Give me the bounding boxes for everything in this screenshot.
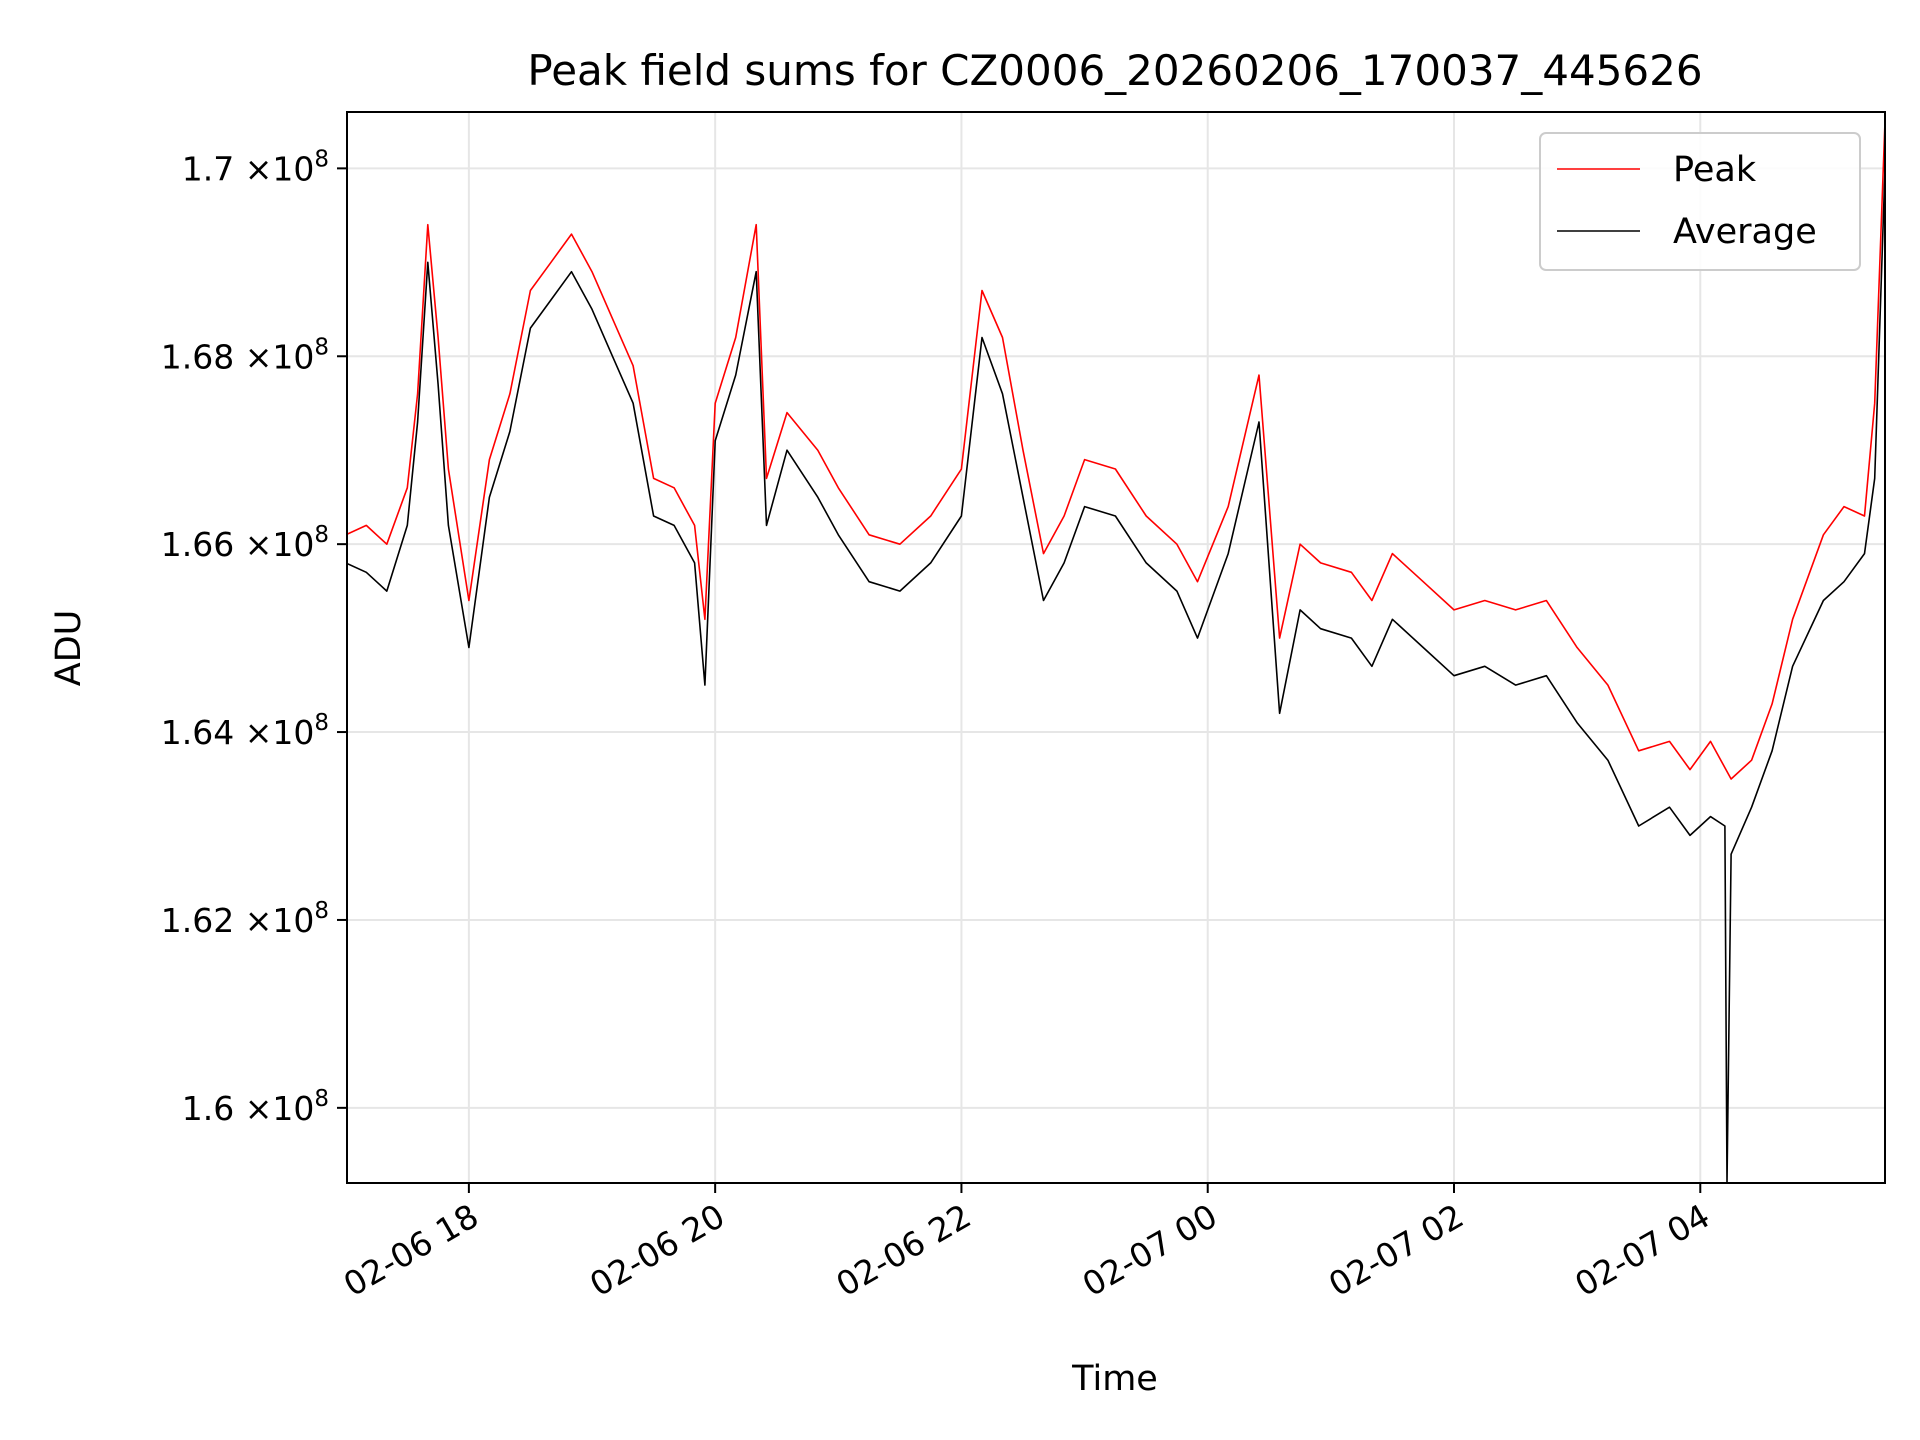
x-tick-label: 02-06 18 (337, 1196, 485, 1304)
legend-label-average: Average (1673, 212, 1817, 252)
series-layer (347, 121, 1885, 1183)
y-tick-label: 1.66 ×108 (161, 522, 329, 564)
y-tick-label: 1.62 ×108 (161, 898, 329, 940)
series-line-peak (347, 121, 1885, 780)
legend-label-peak: Peak (1673, 150, 1757, 190)
y-tick-exponent: 8 (314, 334, 329, 360)
y-tick-exponent: 8 (314, 1086, 329, 1112)
y-tick-label: 1.6 ×108 (182, 1086, 329, 1128)
y-tick-exponent: 8 (314, 146, 329, 172)
x-tick-label: 02-07 00 (1076, 1196, 1224, 1304)
y-tick-mantissa: 1.66 ×10 (161, 525, 315, 564)
y-tick-mantissa: 1.64 ×10 (161, 713, 315, 752)
y-axis-label: ADU (49, 610, 89, 687)
y-tick-mantissa: 1.62 ×10 (161, 901, 315, 940)
y-tick-label: 1.7 ×108 (182, 146, 329, 188)
x-tick-label: 02-07 02 (1322, 1196, 1470, 1304)
legend-frame (1539, 132, 1861, 271)
y-tick-exponent: 8 (314, 710, 329, 736)
x-axis: 02-06 18 02-06 20 02-06 22 02-07 00 02-07 02… (337, 1183, 1716, 1304)
x-tick-label: 02-06 20 (583, 1196, 731, 1304)
x-axis-label: Time (1071, 1359, 1158, 1399)
grid-layer (347, 112, 1885, 1183)
y-tick-mantissa: 1.7 ×10 (182, 149, 315, 188)
y-tick-mantissa: 1.68 ×10 (161, 337, 315, 376)
legend: Peak Average (1539, 132, 1861, 271)
chart-title: Peak field sums for CZ0006_20260206_1700… (527, 46, 1702, 95)
y-tick-mantissa: 1.6 ×10 (182, 1089, 315, 1128)
plot-frame (346, 111, 1886, 1184)
y-tick-exponent: 8 (314, 522, 329, 548)
y-tick-exponent: 8 (314, 898, 329, 924)
y-tick-label: 1.64 ×108 (161, 710, 329, 752)
x-tick-label: 02-06 22 (829, 1196, 977, 1304)
series-line-average (347, 168, 1885, 1183)
x-tick-label: 02-07 04 (1568, 1196, 1716, 1304)
y-tick-label: 1.68 ×108 (161, 334, 329, 376)
